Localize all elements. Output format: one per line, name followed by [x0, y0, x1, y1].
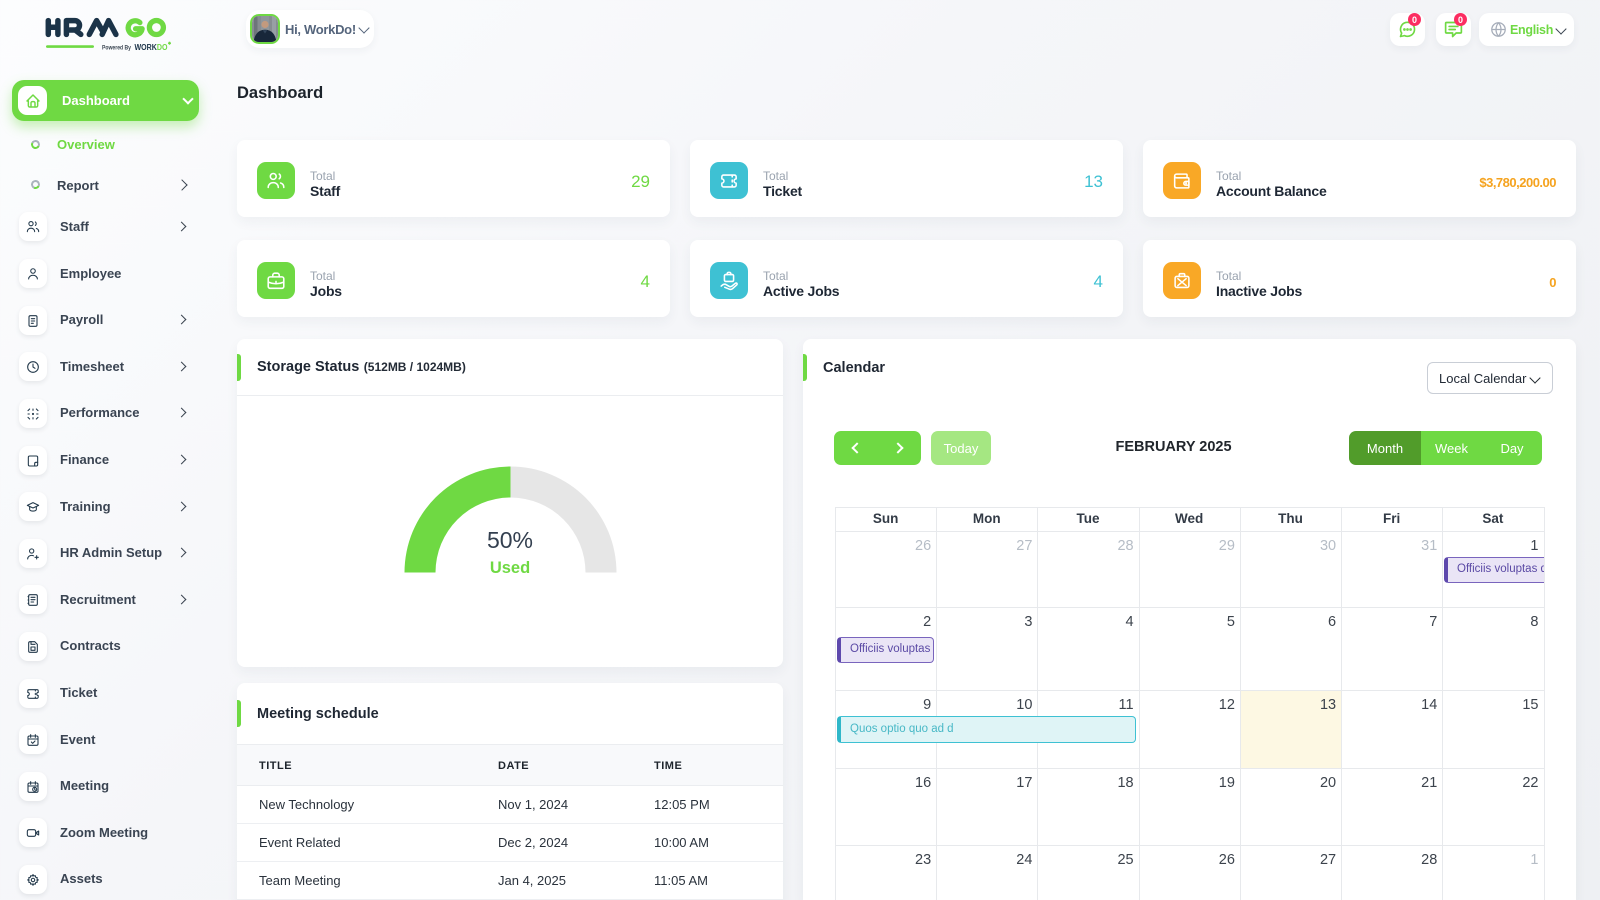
svg-text:WORKDO: WORKDO [135, 42, 168, 52]
svg-text:Powered By: Powered By [102, 44, 131, 51]
